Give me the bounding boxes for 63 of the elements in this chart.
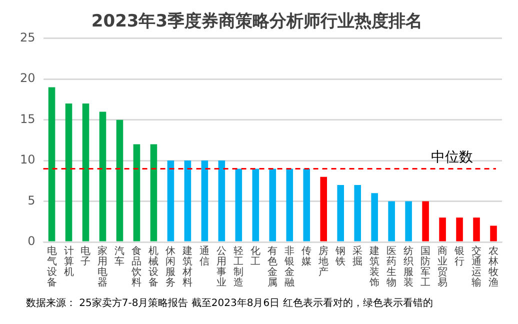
x-tick-label: 休闲服务: [166, 246, 176, 288]
x-tick-label: 银行: [454, 246, 465, 268]
bar: [150, 144, 158, 242]
x-tick-label: 食品饮料: [130, 244, 142, 288]
x-tick-label: 电气设备: [46, 244, 57, 288]
bar: [133, 144, 140, 242]
x-tick-label: 化工: [250, 244, 261, 268]
bar: [184, 160, 192, 242]
y-tick-label: 25: [20, 30, 36, 45]
source-note: 数据来源： 25家卖方7-8月策略报告 截至2023年8月6日 红色表示看对的，绿色表示看错的: [25, 296, 434, 310]
bar: [218, 160, 226, 242]
bar: [82, 104, 90, 242]
bar: [48, 87, 56, 242]
x-tick-label: 非银金融: [284, 244, 295, 288]
bar: [252, 168, 260, 242]
x-tick-label: 家用电器: [98, 244, 108, 288]
x-tick-label: 电子: [80, 244, 91, 268]
x-tick-label: 采掘: [352, 244, 363, 268]
x-tick-label: 建筑材料: [182, 244, 193, 288]
bar: [439, 218, 446, 242]
x-tick-label: 机械设备: [148, 244, 159, 288]
y-tick-label: 10: [20, 152, 36, 167]
x-tick-label: 纺织服装: [404, 244, 414, 288]
x-tick-label: 传媒: [302, 246, 312, 268]
x-tick-label: 通信: [200, 244, 210, 268]
x-tick-label: 钢铁: [334, 246, 346, 268]
bar: [269, 168, 276, 242]
x-tick-label: 有色金属: [268, 244, 278, 288]
bar: [116, 120, 124, 242]
bar: [320, 176, 328, 242]
ref-line-label: 中位数: [431, 149, 473, 166]
x-tick-label: 计算机: [64, 244, 74, 278]
x-tick-label: 商业贸易: [438, 244, 448, 288]
y-tick-label: 20: [20, 71, 36, 86]
bar: [456, 218, 463, 242]
bar: [405, 201, 412, 242]
x-tick-label: 医药生物: [386, 246, 397, 288]
x-tick-label: 交通运输: [472, 244, 482, 288]
x-tick-label: 公用事业: [216, 244, 227, 288]
x-tick-label: 国防军工: [420, 246, 431, 288]
bar: [201, 160, 208, 242]
y-tick-label: 15: [20, 112, 36, 126]
bar: [354, 184, 361, 242]
chart-title: 2023年3季度券商策略分析师行业热度排名: [91, 12, 423, 32]
bar: [286, 168, 294, 242]
x-tick-label: 建筑装饰: [368, 244, 380, 288]
bar: [473, 218, 480, 242]
bar: [490, 226, 497, 242]
bar: [167, 160, 174, 242]
bar: [388, 201, 395, 242]
bar: [99, 112, 106, 242]
y-tick-label: 0: [28, 234, 36, 248]
x-tick-label: 房地产: [318, 244, 329, 278]
bar: [422, 201, 429, 242]
bar: [303, 168, 310, 242]
y-tick-label: 5: [28, 193, 36, 208]
bar: [65, 104, 72, 242]
x-tick-label: 汽车: [114, 244, 125, 268]
bar: [235, 168, 242, 242]
x-tick-label: 农林牧渔: [488, 246, 499, 288]
bar: [337, 184, 344, 242]
bar: [371, 193, 378, 242]
x-tick-label: 轻工制造: [234, 244, 244, 288]
